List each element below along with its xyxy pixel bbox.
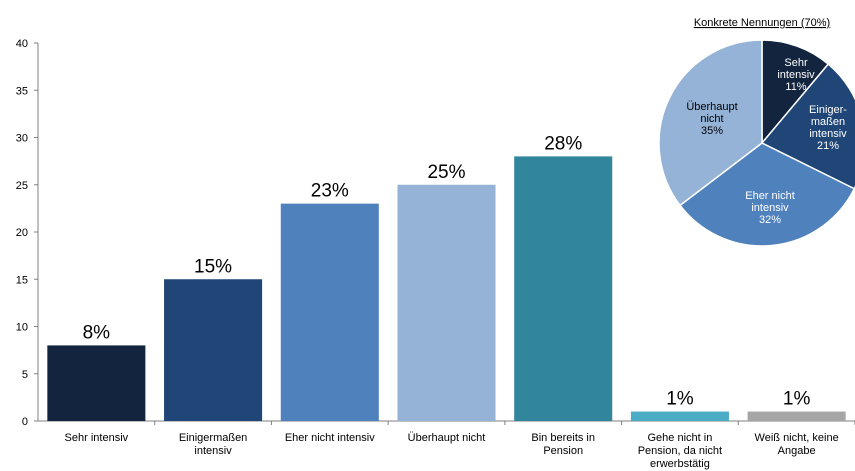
pie-slice-label-line: 32% [759,214,781,226]
bar [747,411,846,421]
pie-slice-label-line: nicht [700,113,723,125]
x-tick-label-line: Einigermaßen [179,432,247,444]
x-tick-label-line: intensiv [194,445,232,457]
x-tick-label-line: Pension [543,445,583,457]
bar [280,203,379,421]
x-tick-label-line: Sehr intensiv [65,432,129,444]
bar-data-label: 1% [783,389,811,410]
pie-slice-label-line: Eher nicht [745,190,795,202]
x-tick-label-line: Überhaupt nicht [408,432,486,444]
x-tick-label-line: erwerbstätig [650,458,710,470]
pie-slice-label: Überhaupt nicht 35% [686,101,737,137]
bar-data-label: 1% [666,389,694,410]
pie-chart: Konkrete Nennungen (70%) Sehr intensiv 11%… [658,17,855,247]
bar [514,156,613,421]
x-tick-label: Überhaupt nicht [408,432,486,444]
x-tick-label-line: Eher nicht intensiv [285,432,375,444]
x-tick-label-line: Gehe nicht in [648,432,713,444]
y-tick-label: 30 [16,133,28,145]
pie-slice-label: Sehr intensiv 11% [777,57,815,93]
y-tick-label: 25 [16,180,28,192]
pie-slice-label-line: intensiv [809,128,847,140]
y-tick-label: 0 [22,416,28,428]
bar-chart: 0 5 10 15 20 25 30 35 40 8% Sehr intensiv 15% Einige… [16,38,855,470]
x-tick-label: Weiß nicht, keine Angabe [755,432,839,457]
y-tick-label: 40 [16,38,28,50]
pie-slice [678,142,855,247]
bar-data-label: 28% [544,133,582,154]
x-tick-label: Bin bereits in Pension [531,432,595,457]
pie-slice-label-line: Überhaupt [686,101,737,113]
bar [397,184,496,421]
bar [630,411,729,421]
pie-slice-label-line: maßen [811,116,845,128]
bar [47,345,146,421]
x-tick-label-line: Pension, da nicht [638,445,722,457]
y-tick-label: 10 [16,322,28,334]
y-tick-label: 15 [16,274,28,286]
pie-slice-label-line: 35% [701,125,723,137]
bar-data-label: 8% [83,322,111,343]
pie-slice [761,39,830,146]
x-tick-label-line: Weiß nicht, keine [755,432,839,444]
y-tick-label: 5 [22,369,28,381]
pie-slice-label: Einiger-maßen intensiv 21% [809,104,847,152]
x-tick-label-line: Bin bereits in [531,432,595,444]
pie-title: Konkrete Nennungen (70%) [694,17,830,29]
pie-slice-label: Eher nicht intensiv 32% [745,190,795,226]
bar-data-label: 25% [427,162,465,183]
pie-slice [760,63,855,190]
y-tick-label: 20 [16,227,28,239]
bar-data-label: 15% [194,256,232,277]
bar [164,279,263,421]
x-tick-label: Eher nicht intensiv [285,432,375,444]
pie-slice-label-line: Sehr [784,57,808,69]
y-tick-label: 35 [16,85,28,97]
x-tick-label-line: Angabe [778,445,816,457]
pie-slice-label-line: 21% [817,140,839,152]
pie-slice [658,39,763,207]
pie-slice-label-line: Einiger- [809,104,847,116]
x-tick-label: Sehr intensiv [65,432,129,444]
x-tick-label: Gehe nicht in Pension, da nicht erwerbstät… [638,432,722,470]
x-tick-label: Einigermaßen intensiv [179,432,247,457]
pie-slice-label-line: intensiv [777,69,815,81]
pie-slice-label-line: 11% [785,81,806,93]
pie-slice-label-line: intensiv [751,202,789,214]
bar-data-label: 23% [311,181,349,202]
